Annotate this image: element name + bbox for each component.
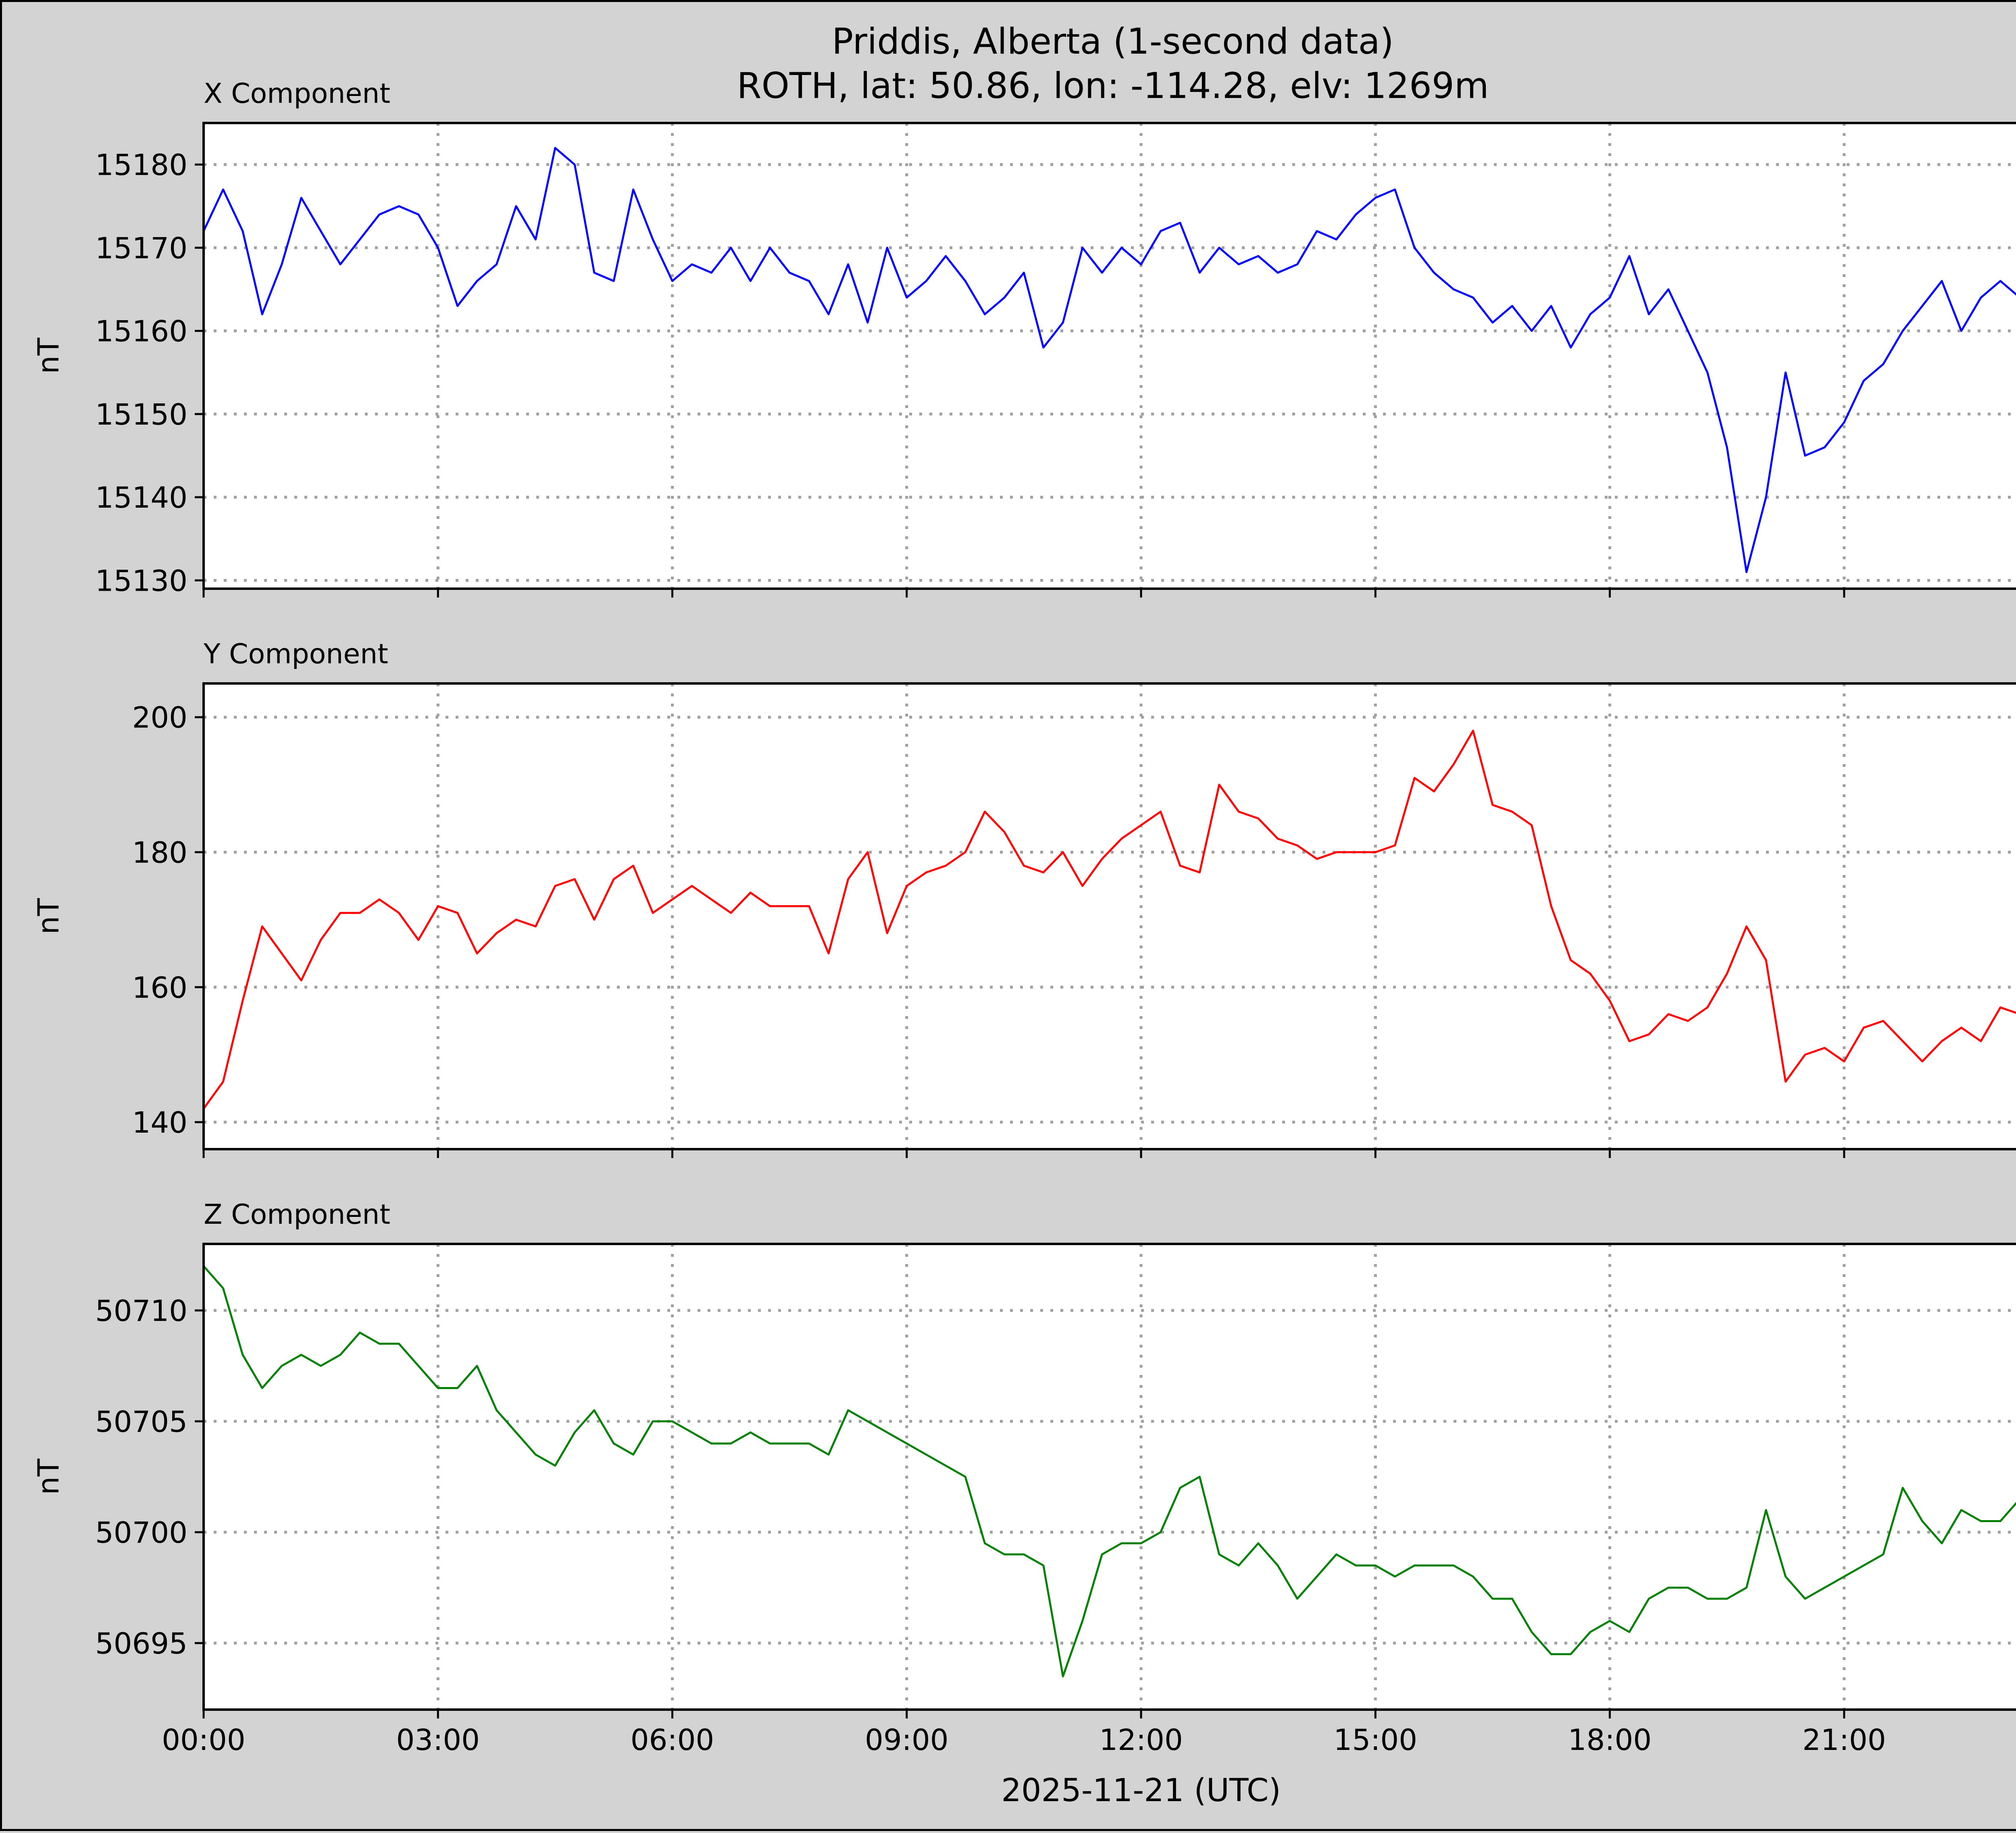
x-tick-label: 06:00 — [631, 1723, 714, 1757]
x-tick-label: 09:00 — [865, 1723, 949, 1757]
x-tick-label: 00:00 — [162, 1723, 246, 1757]
plot-area-z — [204, 1244, 2016, 1710]
panels: 15130 15140 15150 15160 15170 15180 X Componen… — [31, 78, 2016, 1757]
y-tick-label: 50710 — [95, 1294, 187, 1328]
panel-y: 140 160 180 200 Y Component nT — [31, 638, 2016, 1158]
plot-frame-z — [202, 1243, 2016, 1711]
x-tick-label: 21:00 — [1802, 1723, 1886, 1757]
series-line-x — [204, 147, 2016, 573]
x-axis-label: 2025-11-21 (UTC) — [1001, 1773, 1281, 1809]
x-tick-label: 03:00 — [396, 1723, 480, 1757]
series-line-y — [204, 729, 2016, 1110]
plot-area-x — [204, 123, 2016, 589]
y-axis-label-z: nT — [31, 1458, 65, 1495]
y-axis-label-y: nT — [31, 898, 65, 935]
y-tick-label: 15180 — [95, 148, 187, 182]
y-tick-label: 200 — [132, 701, 187, 735]
y-tick-label: 15160 — [95, 315, 187, 348]
y-tick-label: 50700 — [95, 1516, 187, 1550]
x-tick-label: 15:00 — [1334, 1723, 1418, 1757]
plot-area-y — [204, 683, 2016, 1149]
panel-title-z: Z Component — [204, 1199, 390, 1231]
y-tick-label: 160 — [132, 971, 187, 1004]
plot-frame-y — [202, 682, 2016, 1150]
figure-title-line1: Priddis, Alberta (1-second data) — [832, 21, 1394, 62]
plot-frame-x — [202, 122, 2016, 590]
panel-title-y: Y Component — [203, 638, 388, 670]
y-tick-label: 15170 — [95, 231, 187, 265]
y-tick-label: 15150 — [95, 398, 187, 431]
x-tick-label: 18:00 — [1568, 1723, 1652, 1757]
figure-title-line2: ROTH, lat: 50.86, lon: -114.28, elv: 126… — [737, 65, 1489, 106]
y-tick-label: 50705 — [95, 1405, 187, 1439]
panel-x: 15130 15140 15150 15160 15170 15180 X Componen… — [31, 78, 2016, 598]
y-tick-label: 15140 — [95, 481, 187, 514]
y-tick-label: 15130 — [95, 564, 187, 598]
series-line-z — [204, 1265, 2016, 1677]
y-axis-label-x: nT — [31, 337, 65, 374]
y-tick-label: 50695 — [95, 1627, 187, 1660]
x-tick-label: 12:00 — [1099, 1723, 1183, 1757]
panel-z: 00:00 03:00 06:00 09:00 12:00 15:00 18:00 21:00… — [31, 1199, 2016, 1757]
panel-title-x: X Component — [204, 78, 390, 110]
y-tick-label: 180 — [132, 835, 187, 869]
y-tick-label: 140 — [132, 1106, 187, 1139]
